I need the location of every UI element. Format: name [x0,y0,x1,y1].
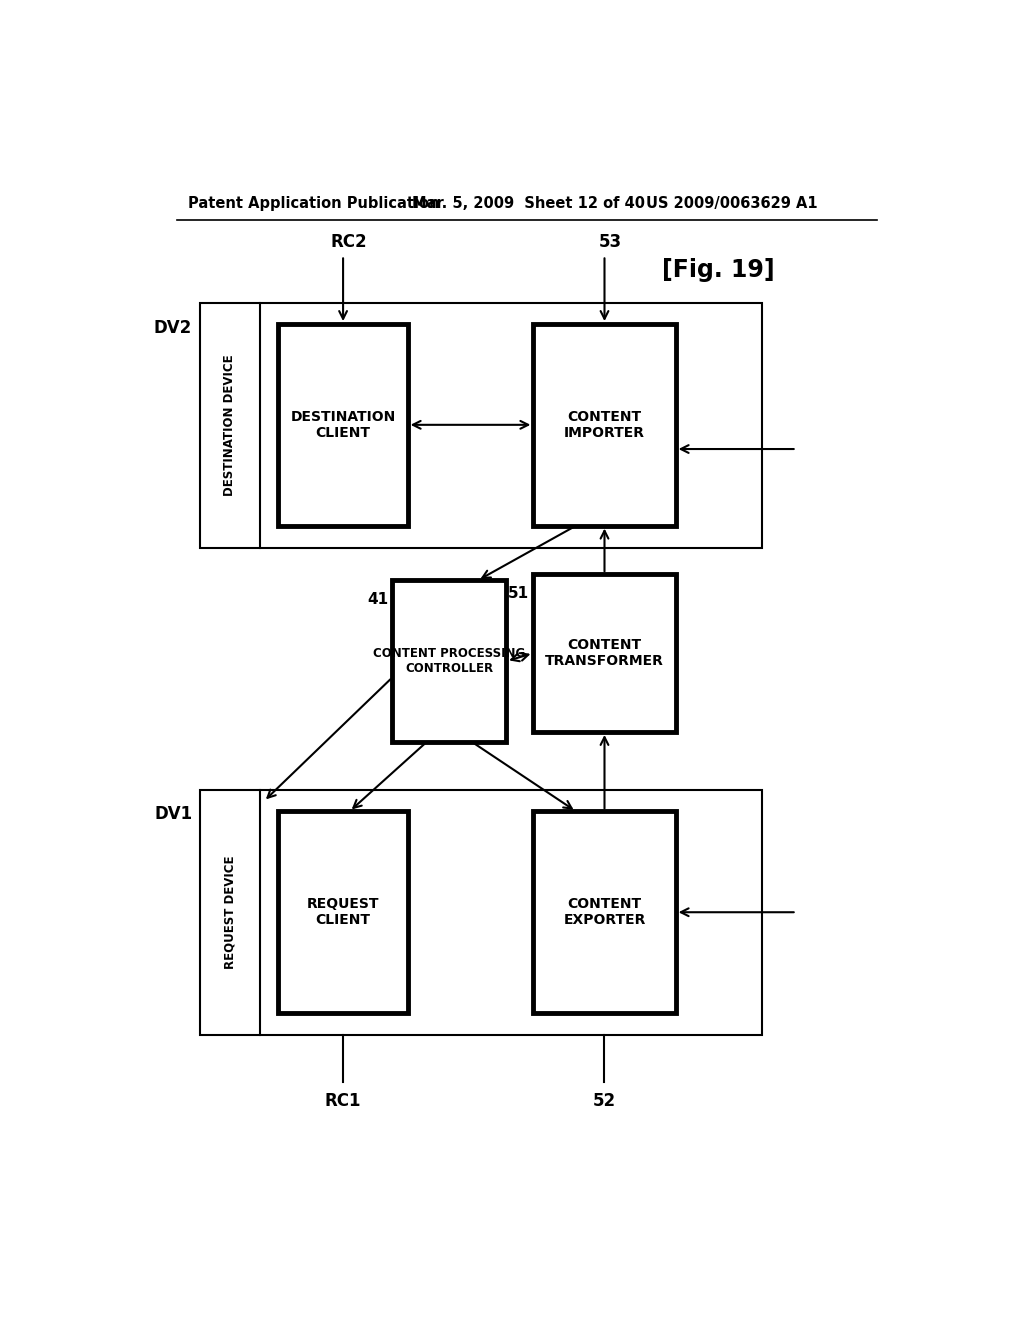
Text: CONTENT
EXPORTER: CONTENT EXPORTER [563,898,646,928]
FancyBboxPatch shape [534,323,676,525]
Text: RC2: RC2 [331,232,368,251]
Text: DESTINATION
CLIENT: DESTINATION CLIENT [291,409,395,440]
Text: 41: 41 [368,591,388,607]
FancyBboxPatch shape [279,812,408,1014]
FancyBboxPatch shape [534,812,676,1014]
FancyBboxPatch shape [534,574,676,733]
Text: 52: 52 [593,1093,616,1110]
Text: DV1: DV1 [154,805,193,824]
Text: [Fig. 19]: [Fig. 19] [662,257,774,282]
Text: Patent Application Publication: Patent Application Publication [188,195,440,211]
Text: DESTINATION DEVICE: DESTINATION DEVICE [223,355,237,496]
Text: CONTENT
TRANSFORMER: CONTENT TRANSFORMER [545,638,664,668]
FancyBboxPatch shape [392,581,506,742]
Text: REQUEST DEVICE: REQUEST DEVICE [223,855,237,969]
Text: CONTENT PROCESSING
CONTROLLER: CONTENT PROCESSING CONTROLLER [373,647,525,676]
Text: 51: 51 [508,586,529,601]
FancyBboxPatch shape [279,323,408,525]
Text: DV2: DV2 [154,318,193,337]
Text: REQUEST
CLIENT: REQUEST CLIENT [307,898,379,928]
Text: US 2009/0063629 A1: US 2009/0063629 A1 [646,195,818,211]
Text: 53: 53 [599,232,623,251]
FancyBboxPatch shape [200,789,762,1035]
Text: RC1: RC1 [325,1093,361,1110]
Text: CONTENT
IMPORTER: CONTENT IMPORTER [564,409,645,440]
Text: Mar. 5, 2009  Sheet 12 of 40: Mar. 5, 2009 Sheet 12 of 40 [412,195,645,211]
FancyBboxPatch shape [200,304,762,548]
